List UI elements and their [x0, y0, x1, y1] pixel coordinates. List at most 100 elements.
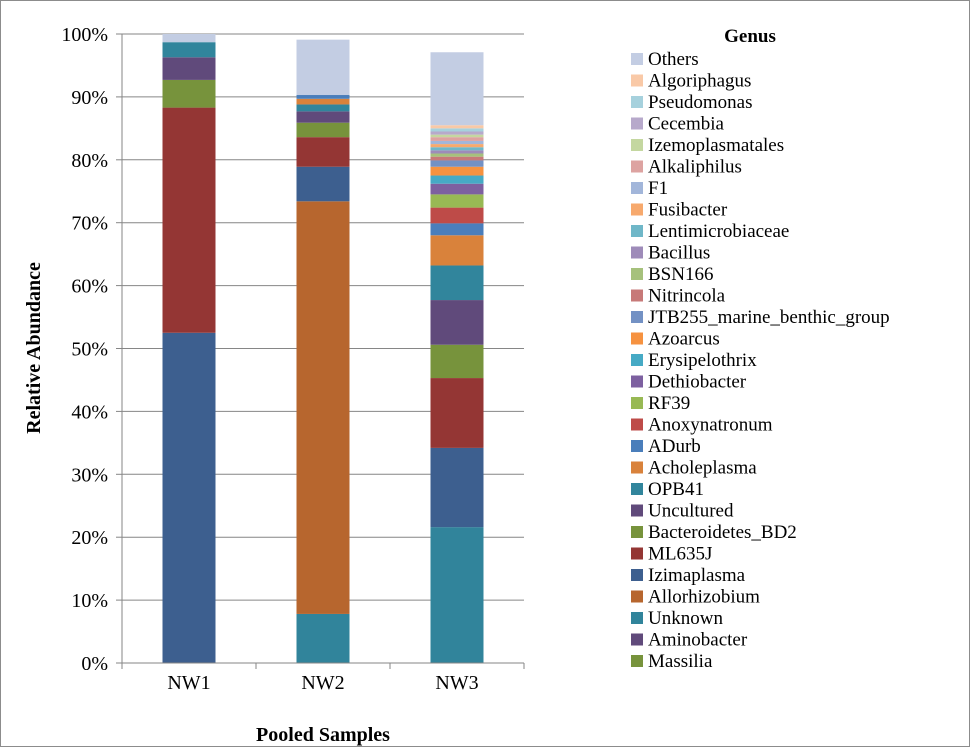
- legend-swatch: [631, 311, 643, 323]
- bar-segment: [430, 137, 484, 141]
- bar-segment: [430, 527, 484, 663]
- legend-swatch: [631, 655, 643, 667]
- bar-segment: [430, 183, 484, 195]
- legend-swatch: [631, 268, 643, 280]
- x-tick-label: NW2: [301, 672, 344, 694]
- y-tick-label: 80%: [71, 150, 108, 172]
- legend-label: Aminobacter: [648, 630, 748, 651]
- legend-label: Bacillus: [648, 243, 710, 264]
- y-tick-label: 50%: [71, 339, 108, 361]
- x-tick-label: NW3: [435, 672, 478, 694]
- legend-label: Lentimicrobiaceae: [648, 221, 789, 242]
- legend-label: Erysipelothrix: [648, 350, 757, 371]
- legend-swatch: [631, 160, 643, 173]
- legend-swatch: [631, 633, 643, 646]
- legend-label: Massilia: [648, 651, 713, 672]
- legend-label: JTB255_marine_benthic_group: [648, 307, 890, 328]
- bar-segment: [296, 111, 350, 123]
- legend-label: Izimaplasma: [648, 565, 746, 586]
- y-tick-label: 70%: [71, 213, 108, 235]
- legend-swatch: [631, 526, 643, 538]
- bar-segment: [296, 137, 350, 167]
- bar-segment: [430, 52, 484, 126]
- legend: Genus OthersAlgoriphagusPseudomonasCecem…: [631, 26, 890, 672]
- bars: [162, 34, 484, 663]
- legend-label: Azoarcus: [648, 329, 720, 350]
- legend-label: Izemoplasmatales: [648, 135, 784, 156]
- legend-swatch: [631, 74, 643, 87]
- bar-segment: [430, 150, 484, 154]
- y-tick-label: 60%: [71, 276, 108, 298]
- y-tick-label: 100%: [61, 24, 108, 46]
- legend-label: Allorhizobium: [648, 587, 760, 608]
- bar-segment: [430, 156, 484, 161]
- legend-title: Genus: [724, 26, 776, 47]
- bar-segment: [430, 207, 484, 224]
- legend-swatch: [631, 332, 643, 345]
- legend-swatch: [631, 483, 643, 495]
- bar-segment: [162, 34, 216, 43]
- bar-segment: [162, 42, 216, 58]
- legend-swatch: [631, 354, 643, 366]
- y-tick-label: 30%: [71, 464, 108, 486]
- legend-label: Others: [648, 49, 699, 70]
- x-tick-labels: NW1 NW2 NW3: [167, 672, 478, 694]
- bar-segment: [430, 223, 484, 236]
- legend-label: Cecembia: [648, 114, 725, 135]
- legend-swatch: [631, 547, 643, 560]
- bar-segment: [430, 153, 484, 157]
- bar-segment: [430, 144, 484, 148]
- legend-swatch: [631, 569, 643, 581]
- legend-label: Algoriphagus: [648, 71, 751, 92]
- bar-segment: [296, 39, 350, 96]
- bar-segment: [430, 344, 484, 379]
- legend-label: Alkaliphilus: [648, 157, 742, 178]
- legend-label: ADurb: [648, 436, 701, 457]
- legend-label: RF39: [648, 393, 690, 414]
- x-tick-label: NW1: [167, 672, 210, 694]
- y-tick-label: 0%: [81, 653, 108, 675]
- bar-segment: [296, 98, 350, 105]
- y-tick-label: 40%: [71, 401, 108, 423]
- legend-swatch: [631, 375, 643, 388]
- bar-segment: [430, 160, 484, 167]
- bar-segment: [430, 140, 484, 145]
- bar-segment: [296, 613, 350, 663]
- legend-swatch: [631, 397, 643, 409]
- legend-swatch: [631, 225, 643, 237]
- legend-label: Unknown: [648, 608, 723, 629]
- legend-label: Pseudomonas: [648, 92, 753, 113]
- bar-segment: [296, 104, 350, 112]
- bar-segment: [296, 166, 350, 202]
- bar-segment: [296, 201, 350, 614]
- legend-swatch: [631, 96, 643, 108]
- legend-swatch: [631, 117, 643, 130]
- bar-segment: [430, 447, 484, 528]
- bar-segment: [430, 235, 484, 266]
- bar-segment: [430, 166, 484, 176]
- y-tick-label: 20%: [71, 527, 108, 549]
- bar-segment: [162, 79, 216, 108]
- x-axis-label: Pooled Samples: [256, 724, 390, 746]
- bar-segment: [430, 128, 484, 132]
- legend-label: ML635J: [648, 544, 712, 565]
- axes: [121, 34, 524, 664]
- bar-segment: [430, 265, 484, 301]
- bar-segment: [296, 122, 350, 138]
- legend-swatch: [631, 246, 643, 259]
- y-axis-label: Relative Abundance: [23, 262, 45, 434]
- y-tick-label: 90%: [71, 87, 108, 109]
- legend-swatch: [631, 182, 643, 194]
- legend-label: Dethiobacter: [648, 372, 747, 393]
- legend-label: Fusibacter: [648, 200, 728, 221]
- bar-segment: [430, 147, 484, 151]
- legend-label: OPB41: [648, 479, 704, 500]
- y-tick-labels: 0% 10% 20% 30% 40% 50% 60% 70% 80% 90% 100%: [61, 24, 108, 675]
- bar-segment: [162, 107, 216, 333]
- legend-swatch: [631, 612, 643, 624]
- legend-swatch: [631, 139, 643, 151]
- legend-swatch: [631, 440, 643, 452]
- legend-swatch: [631, 504, 643, 517]
- legend-label: Bacteroidetes_BD2: [648, 522, 797, 543]
- legend-swatch: [631, 590, 643, 603]
